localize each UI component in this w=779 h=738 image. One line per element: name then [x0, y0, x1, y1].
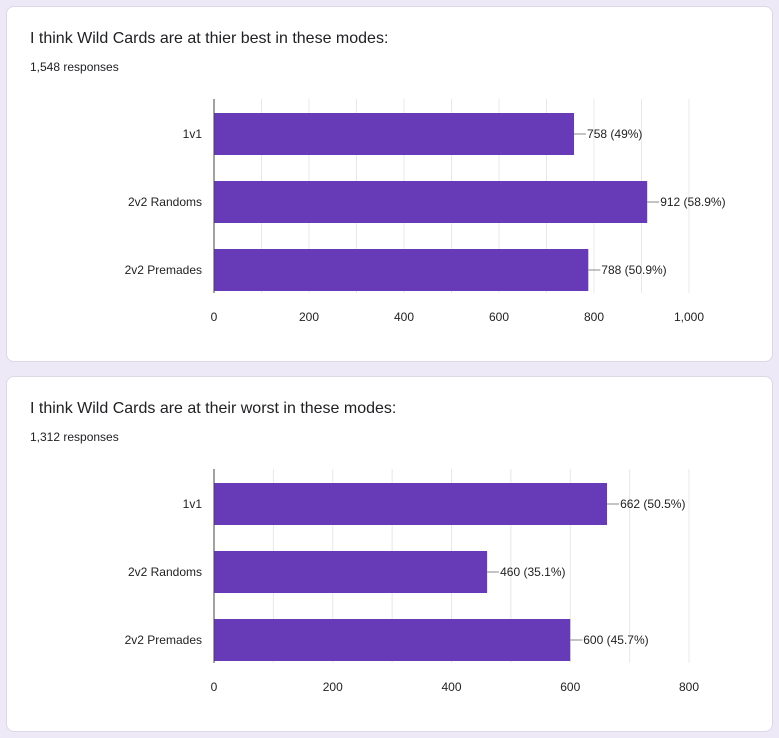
data-label: 758 (49%) [587, 127, 642, 141]
category-label: 1v1 [183, 497, 203, 511]
response-count: 1,312 responses [30, 430, 119, 444]
data-label: 912 (58.9%) [660, 195, 725, 209]
response-count: 1,548 responses [30, 60, 119, 74]
bar [214, 181, 648, 223]
category-label: 2v2 Randoms [128, 195, 202, 209]
x-tick-label: 400 [394, 310, 414, 324]
x-tick-label: 1,000 [674, 310, 704, 324]
category-label: 1v1 [183, 127, 203, 141]
category-label: 2v2 Premades [125, 633, 202, 647]
data-label: 600 (45.7%) [583, 633, 648, 647]
data-label: 788 (50.9%) [601, 263, 666, 277]
bar [214, 619, 571, 661]
x-tick-label: 800 [679, 680, 699, 694]
x-tick-label: 600 [560, 680, 580, 694]
data-label: 460 (35.1%) [500, 565, 565, 579]
x-tick-label: 400 [441, 680, 461, 694]
question-title: I think Wild Cards are at their worst in… [30, 400, 397, 417]
bar [214, 113, 575, 155]
data-label: 662 (50.5%) [620, 497, 685, 511]
bar-chart-best-modes: 1v1 758 (49%) 2v2 Randoms 912 (58.9%) 2v2 Pr… [125, 99, 726, 324]
x-tick-label: 600 [489, 310, 509, 324]
category-label: 2v2 Premades [125, 263, 202, 277]
question-title: I think Wild Cards are at thier best in … [30, 30, 389, 47]
question-card-worst: I think Wild Cards are at their worst in… [6, 376, 773, 732]
x-tick-label: 800 [584, 310, 604, 324]
x-tick-label: 200 [323, 680, 343, 694]
bar [214, 483, 608, 525]
bar [214, 551, 488, 593]
question-card-best: I think Wild Cards are at thier best in … [6, 6, 773, 362]
x-tick-label: 0 [211, 680, 218, 694]
bar [214, 249, 589, 291]
bar-chart-worst-modes: 1v1 662 (50.5%) 2v2 Randoms 460 (35.1%) 2v2 … [125, 469, 699, 694]
x-tick-label: 0 [211, 310, 218, 324]
category-label: 2v2 Randoms [128, 565, 202, 579]
x-tick-label: 200 [299, 310, 319, 324]
